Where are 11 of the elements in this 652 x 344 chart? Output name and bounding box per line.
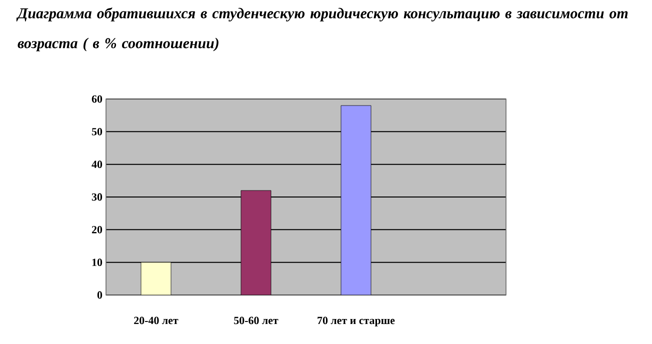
- y-tick-label: 60: [92, 95, 102, 103]
- x-tick-label: 50-60 лет: [234, 316, 278, 324]
- y-tick-label: 30: [92, 193, 102, 201]
- x-tick-label: 20-40 лет: [134, 316, 178, 324]
- y-tick-label: 20: [92, 226, 102, 234]
- chart-title: Диаграмма обратившихся в студенческую юридическую консультацию в зависимости от возраста ( в % соотношении): [16, 8, 628, 52]
- y-tick-label: 0: [97, 291, 102, 299]
- y-tick-label: 10: [92, 258, 102, 266]
- y-tick-label: 40: [92, 160, 102, 168]
- x-tick-label: 70 лет и старше: [318, 316, 395, 326]
- y-tick-label: 50: [92, 128, 102, 136]
